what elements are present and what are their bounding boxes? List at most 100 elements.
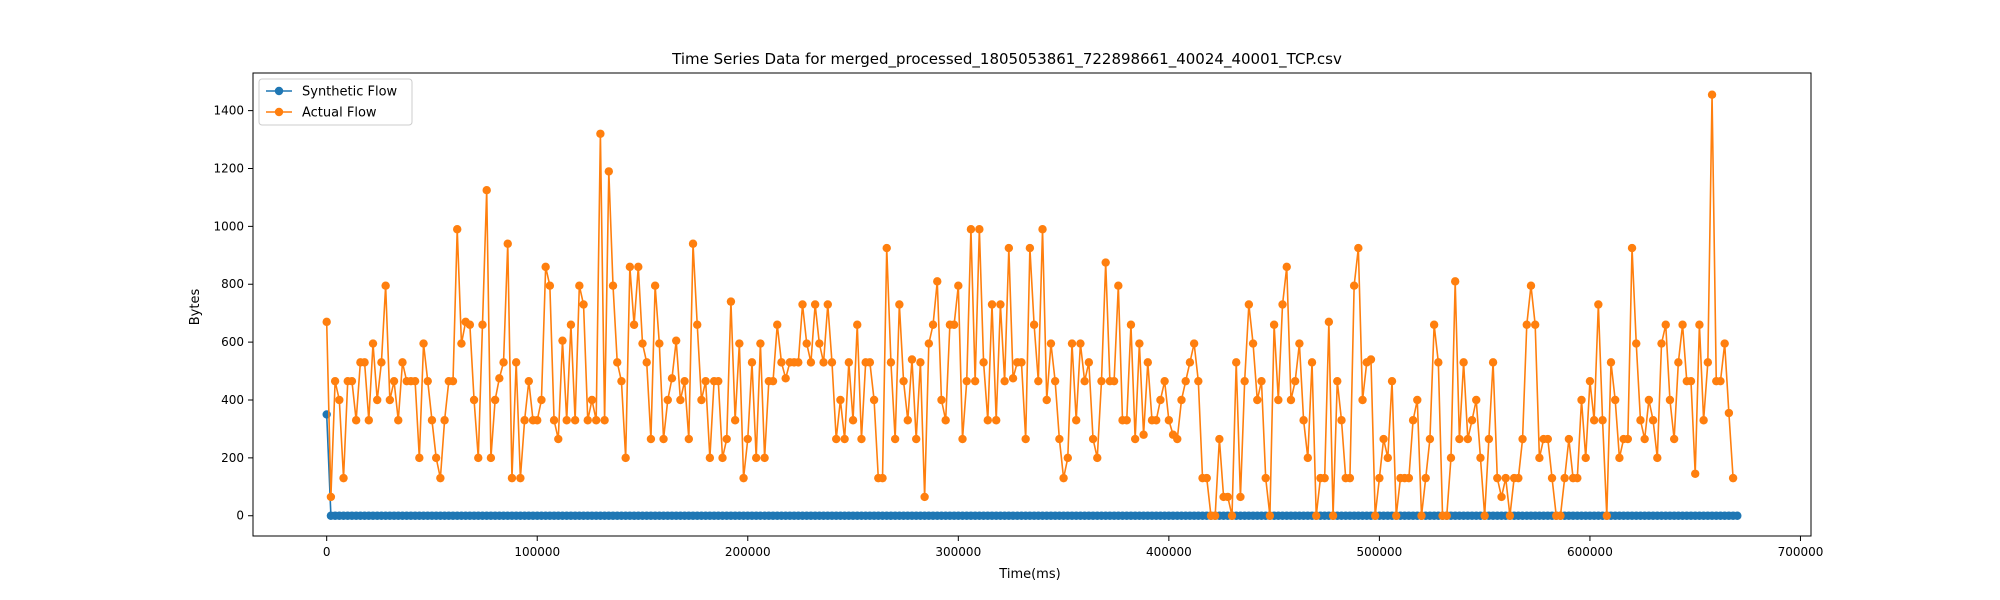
data-point [1589, 416, 1599, 425]
data-point [1139, 430, 1148, 439]
data-point [1080, 376, 1089, 386]
data-point [718, 453, 727, 463]
data-point [587, 395, 597, 405]
data-point [886, 358, 896, 367]
data-point [916, 358, 925, 367]
data-point [495, 374, 504, 383]
y-tick-label: 1000 [213, 219, 244, 233]
legend-marker [274, 107, 284, 117]
series-0 [322, 410, 1742, 520]
data-point [1008, 374, 1018, 383]
data-point [1189, 339, 1199, 348]
legend-marker [274, 86, 284, 96]
data-point [1088, 434, 1098, 444]
data-point [941, 416, 950, 425]
data-point [1029, 320, 1039, 329]
plot-frame [252, 72, 1812, 537]
data-point [1320, 473, 1329, 483]
x-tick-label: 400000 [1146, 545, 1192, 559]
data-point [516, 473, 525, 483]
x-tick-label: 600000 [1567, 545, 1613, 559]
data-point [907, 355, 917, 364]
data-point [507, 473, 517, 483]
data-point [810, 300, 820, 309]
data-point [326, 492, 336, 502]
data-point [1084, 358, 1094, 367]
data-point [1076, 339, 1085, 348]
data-point [570, 416, 580, 425]
data-point [705, 453, 715, 463]
data-point [482, 186, 491, 195]
data-point [1446, 453, 1456, 463]
data-point [1278, 300, 1287, 309]
data-point [1522, 320, 1531, 329]
data-point [987, 300, 997, 309]
data-point [1606, 358, 1616, 367]
data-point [1042, 395, 1051, 405]
data-point [1467, 416, 1477, 425]
data-point [541, 262, 550, 272]
data-point [1669, 434, 1679, 444]
data-point [1050, 376, 1060, 386]
data-point [865, 358, 875, 367]
data-point [1720, 339, 1729, 348]
data-point [1733, 511, 1742, 520]
data-point [1370, 511, 1380, 520]
x-tick-label: 500000 [1356, 545, 1402, 559]
data-point [650, 281, 660, 290]
data-point [322, 317, 331, 327]
data-point [844, 358, 854, 367]
data-point [1488, 358, 1498, 367]
y-axis-label: Bytes [188, 289, 203, 326]
data-point [381, 281, 390, 290]
data-point [773, 320, 782, 329]
data-point [1611, 395, 1620, 405]
data-point [1413, 395, 1422, 405]
data-point [954, 281, 963, 290]
data-point [474, 453, 483, 463]
data-point [1615, 453, 1624, 463]
data-point [895, 300, 904, 309]
data-point [1560, 473, 1569, 483]
data-point [1328, 511, 1338, 520]
data-point [975, 225, 984, 234]
data-point [419, 339, 428, 348]
data-point [1505, 511, 1515, 520]
series-1 [322, 90, 1738, 520]
data-point [1072, 416, 1081, 425]
data-point [1543, 434, 1553, 444]
data-point [1265, 511, 1275, 520]
y-tick-label: 1400 [213, 104, 244, 118]
data-point [646, 434, 656, 444]
data-point [836, 395, 845, 405]
data-point [680, 376, 689, 386]
data-point [575, 281, 584, 290]
data-point [625, 262, 635, 272]
data-point [667, 374, 677, 383]
x-tick-label: 0 [323, 545, 331, 559]
data-point [949, 320, 959, 329]
data-point [1046, 339, 1056, 348]
data-point [436, 473, 445, 483]
data-point [1547, 473, 1557, 483]
data-point [448, 376, 458, 386]
data-point [819, 358, 828, 367]
data-point [1109, 376, 1119, 386]
data-point [933, 277, 942, 286]
data-point [1240, 376, 1249, 386]
legend-label: Actual Flow [302, 106, 377, 121]
data-point [1160, 376, 1169, 386]
data-point [373, 395, 382, 405]
data-point [924, 339, 934, 348]
data-point [1227, 511, 1237, 520]
data-point [1678, 320, 1687, 329]
data-point [364, 416, 373, 425]
data-point [1581, 453, 1590, 463]
data-point [1307, 358, 1317, 367]
data-point [1126, 320, 1136, 329]
chart-title: Time Series Data for merged_processed_18… [671, 50, 1342, 69]
data-point [781, 374, 790, 383]
data-point [802, 339, 811, 348]
data-point [566, 320, 576, 329]
